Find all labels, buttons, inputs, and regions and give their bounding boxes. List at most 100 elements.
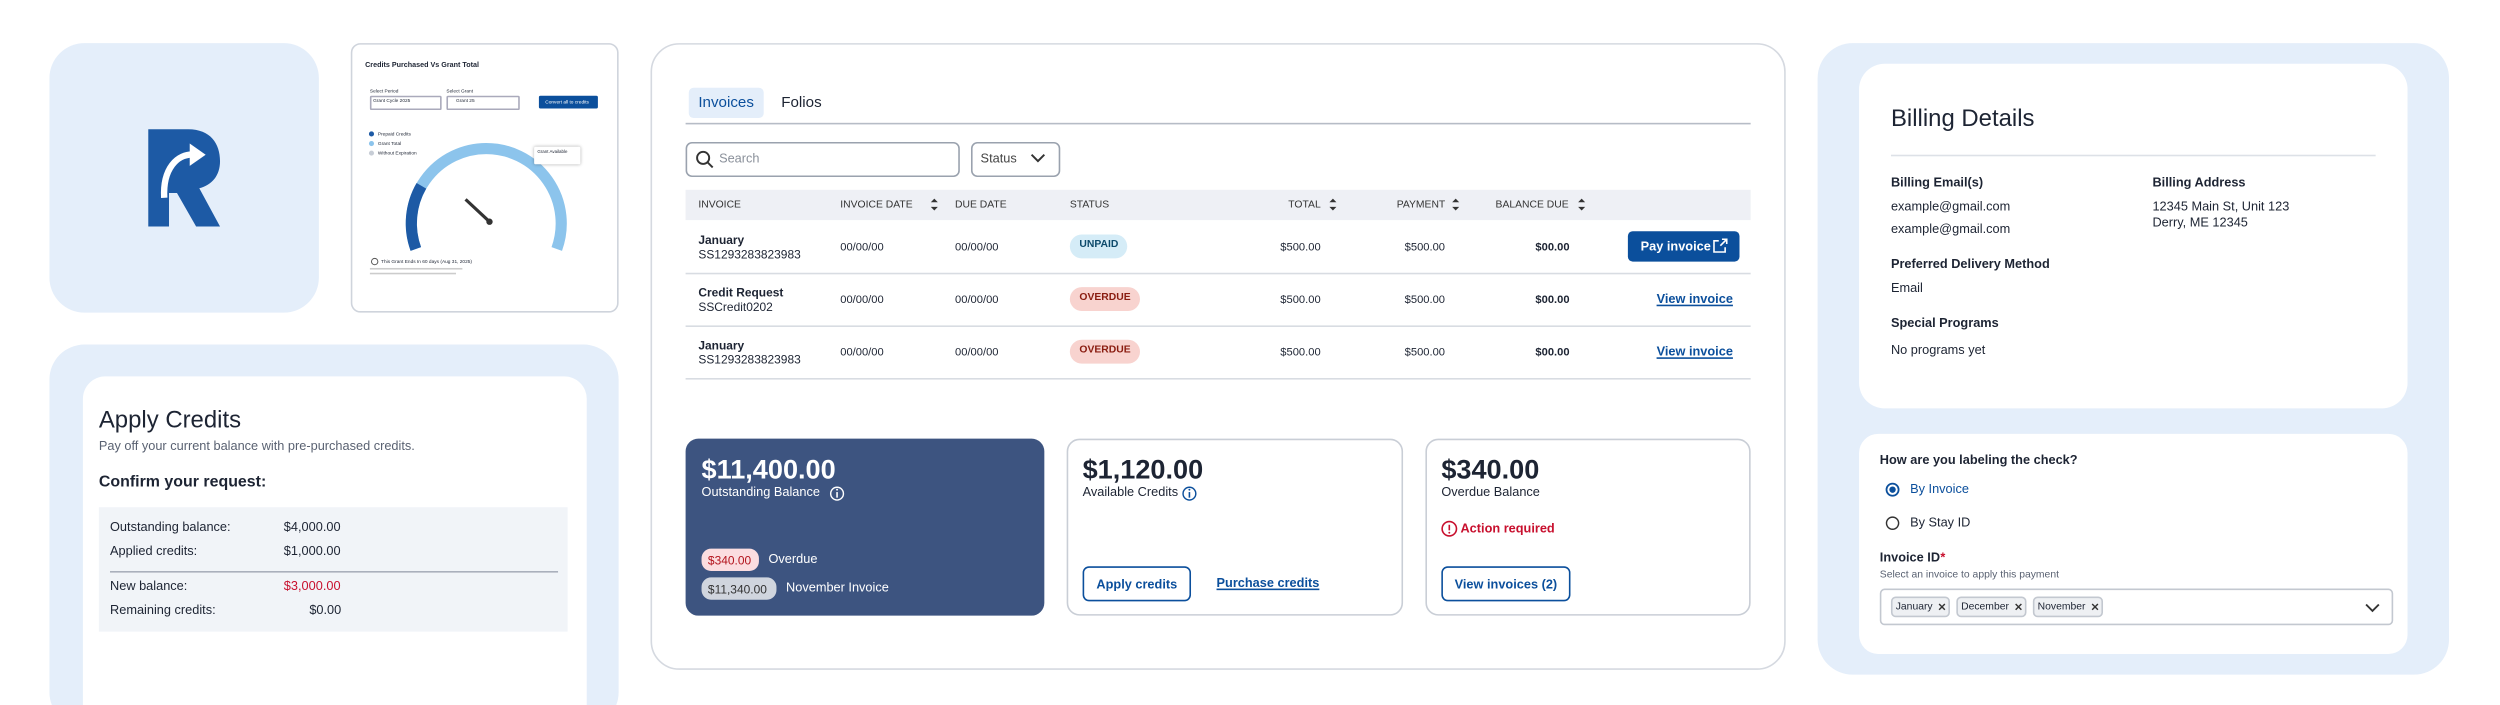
radio-label[interactable]: By Stay ID [1910, 515, 1971, 530]
chip[interactable] [1890, 596, 1950, 618]
field-value: 12345 Main St, Unit 123 [2152, 199, 2290, 214]
summary-label: Outstanding balance: [110, 519, 231, 535]
invoice-id-label: Invoice ID [1879, 550, 1941, 565]
field-label: Billing Address [2152, 175, 2246, 190]
footnote-lines [369, 267, 463, 270]
status-pill: UNPAID [1069, 234, 1128, 258]
info-icon [1182, 486, 1197, 501]
legend-label: Without Expiration [377, 149, 417, 156]
chip-remove[interactable] [0, 0, 1946, 611]
pay-button[interactable] [1627, 231, 1740, 262]
radio-label[interactable]: By Invoice [1910, 481, 1969, 497]
footnote-lines [369, 272, 456, 275]
tab-divider [685, 122, 1751, 125]
sort-icon[interactable] [0, 0, 938, 211]
alert-icon [1441, 520, 1458, 537]
column-header: BALANCE DUE [1495, 198, 1569, 210]
summary-label: New balance: [110, 578, 188, 594]
multiselect[interactable] [1879, 588, 2394, 626]
column-header: STATUS [1069, 198, 1110, 210]
tab[interactable]: Folios [781, 94, 822, 112]
chip-remove[interactable] [0, 0, 2022, 611]
pay-button-label[interactable]: Pay invoice [1640, 238, 1711, 253]
search-input[interactable] [685, 141, 960, 178]
check-card [1859, 433, 2408, 654]
footnote-icon [371, 257, 379, 266]
overdue-pill-amount: $340.00 [707, 552, 752, 568]
grant-select [446, 95, 520, 111]
tab-active[interactable] [688, 87, 764, 119]
view-invoices-button[interactable]: View invoices (2) [1441, 566, 1571, 602]
payment: $500.00 [1404, 242, 1446, 254]
convert-button[interactable] [538, 95, 598, 109]
invoice-id: SS1293283823983 [698, 352, 801, 367]
footnote: This Grant Ends In 60 days (Aug 31, 2025… [381, 257, 473, 264]
tooltip-text: Grant Available [537, 148, 568, 155]
total: $500.00 [1280, 347, 1321, 359]
status-pill: OVERDUE [1069, 287, 1141, 311]
external-icon[interactable] [0, 0, 1728, 253]
table-header [685, 189, 1751, 221]
helper-text: Select an invoice to apply this payment [1879, 569, 2059, 581]
balance-due: $00.00 [1535, 347, 1570, 359]
apply-subtitle: Pay off your current balance with pre-pu… [98, 438, 415, 453]
field-value: example@gmail.com [1890, 199, 2011, 214]
overdue-card [1425, 438, 1751, 616]
overdue-amount: $340.00 [1441, 454, 1540, 485]
legend-dots [368, 131, 375, 156]
period-select [369, 95, 442, 111]
invoice-date: 00/00/00 [840, 242, 884, 254]
balance-due: $00.00 [1535, 242, 1570, 254]
summary-divider [110, 571, 559, 573]
column-header: PAYMENT [1396, 198, 1446, 210]
invoice-pill-label: November Invoice [786, 580, 889, 595]
sort-icon[interactable] [0, 0, 1460, 211]
check-question: How are you labeling the check? [1879, 452, 2078, 467]
chip-label: January [1895, 600, 1933, 612]
field-label: Preferred Delivery Method [1890, 256, 2050, 272]
invoice-pill [701, 577, 777, 600]
invoice-pill-amount: $11,340.00 [707, 581, 767, 596]
search-icon [696, 150, 714, 169]
chevron [2365, 603, 2380, 613]
convert-label: Convert all to credits [545, 98, 589, 105]
payment: $500.00 [1404, 295, 1446, 307]
tab[interactable]: Invoices [698, 94, 754, 112]
chip[interactable] [2032, 596, 2104, 618]
sort-icon[interactable] [0, 0, 1586, 211]
view-invoice-link[interactable]: View invoice [1656, 344, 1733, 359]
radio[interactable] [0, 0, 1900, 530]
billing-divider [1890, 154, 2376, 157]
status-filter[interactable] [970, 141, 1061, 178]
chart-title: Credits Purchased Vs Grant Total [365, 60, 480, 69]
search-placeholder: Search [719, 151, 760, 166]
due-date: 00/00/00 [955, 295, 999, 307]
apply-credits-button[interactable]: Apply credits [1082, 566, 1192, 602]
sort-icon[interactable] [0, 0, 1337, 211]
view-invoice-link[interactable]: View invoice [1656, 291, 1733, 307]
chip[interactable] [1956, 596, 2027, 618]
column-header: TOTAL [1288, 198, 1321, 210]
logo [148, 129, 221, 227]
balance-due: $00.00 [1535, 295, 1570, 307]
alert-text: Action required [1460, 520, 1555, 536]
billing-title: Billing Details [1890, 105, 2035, 133]
field-label: Special Programs [1890, 315, 1999, 331]
chip-remove[interactable] [0, 0, 2099, 611]
purchase-credits-link[interactable]: Purchase credits [1216, 575, 1320, 591]
invoice-id: SS1293283823983 [698, 247, 801, 262]
chip-label: November [2037, 600, 2086, 612]
period-value: Grant Cycle 2025 [373, 97, 411, 104]
column-header: INVOICE [698, 198, 741, 210]
summary-value: $4,000.00 [283, 519, 341, 535]
chip-label: December [1961, 600, 2009, 612]
summary-value: $3,000.00 [283, 578, 341, 594]
invoice-id: SSCredit0202 [698, 299, 773, 315]
field-label: Billing Email(s) [1890, 175, 1984, 190]
field-value: Derry, ME 12345 [2152, 215, 2248, 230]
invoice-name: January [698, 232, 745, 248]
column-header: DUE DATE [955, 198, 1007, 210]
outstanding-amount: $11,400.00 [701, 454, 836, 485]
invoice-date: 00/00/00 [840, 347, 884, 359]
